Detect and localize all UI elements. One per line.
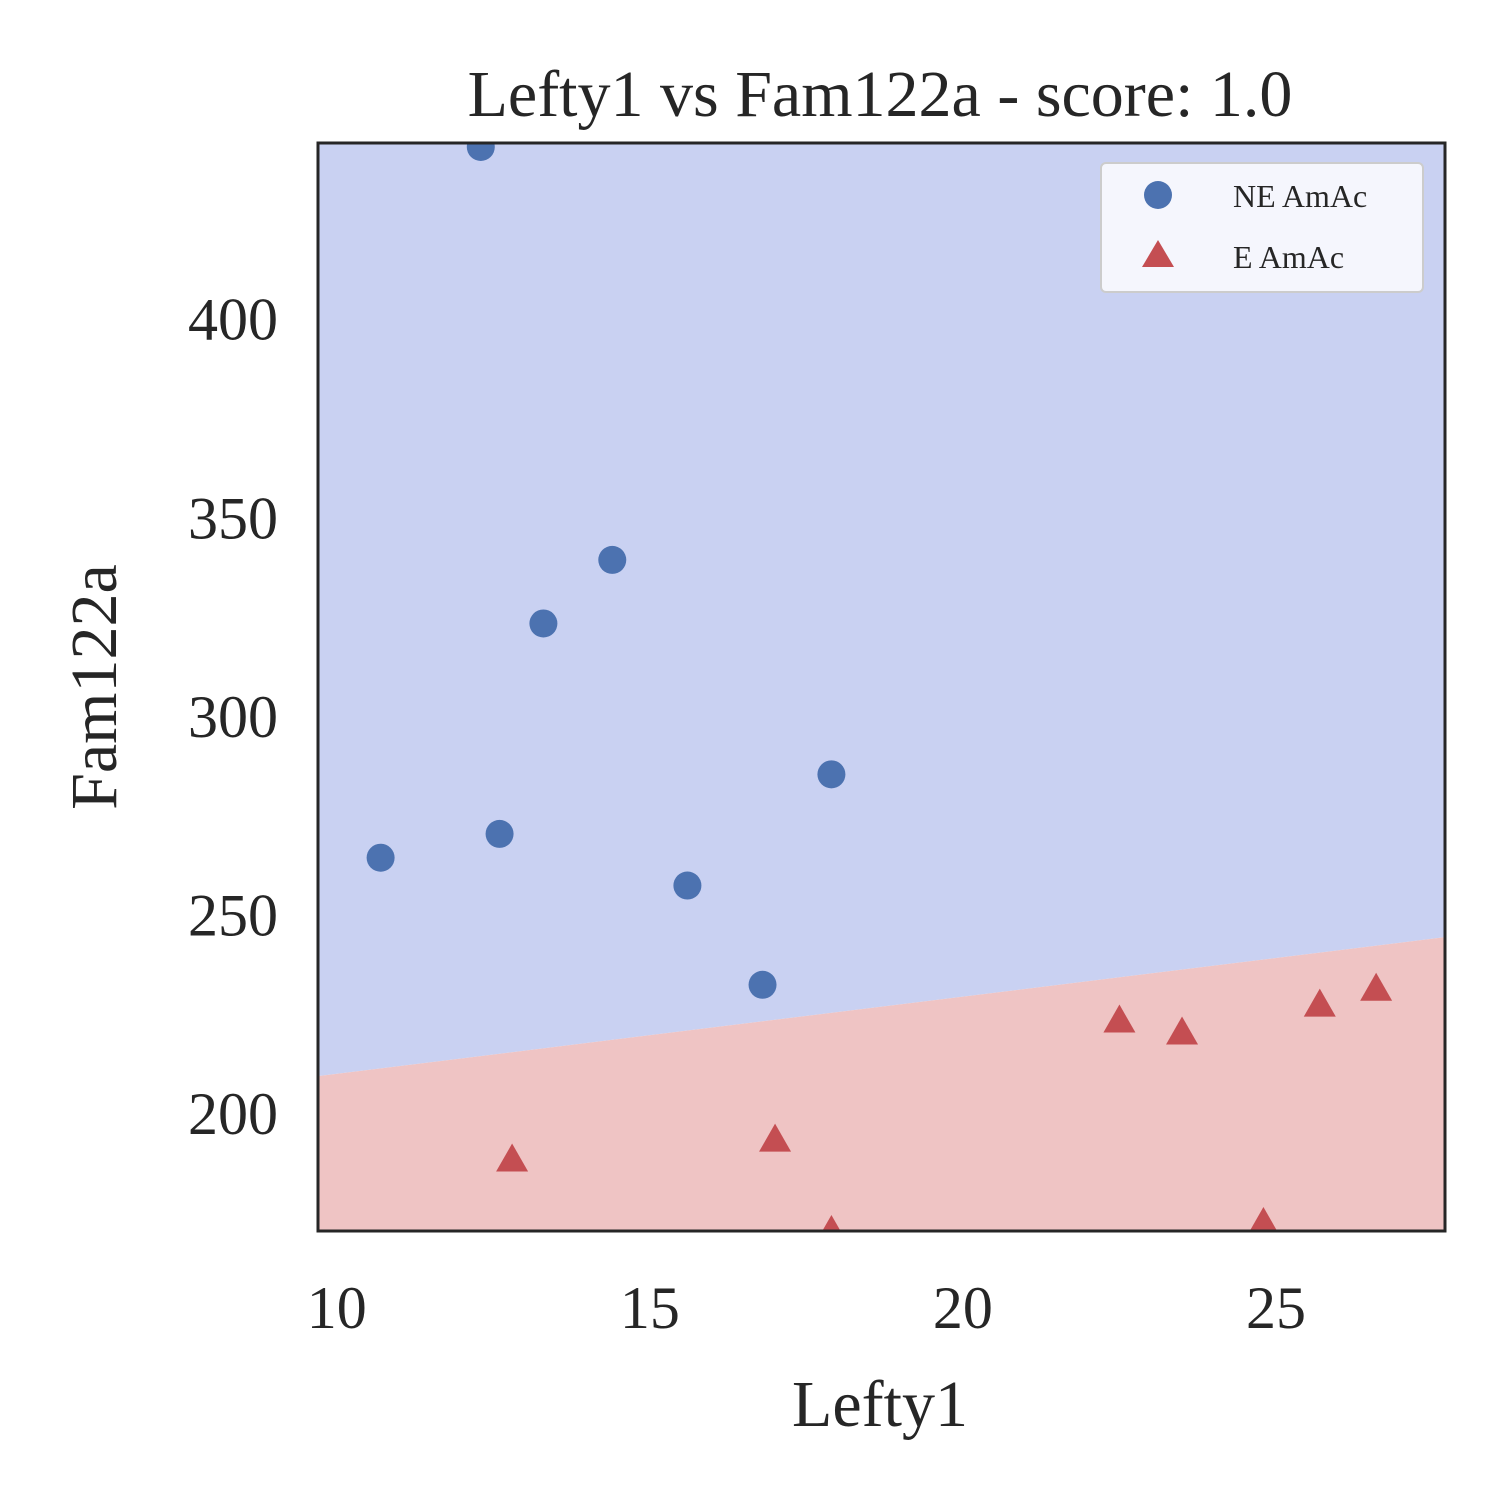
legend-box: [1100, 162, 1424, 293]
region-ne-amac: [318, 143, 1445, 1077]
point-e-amac: [1303, 988, 1336, 1017]
point-e-amac: [496, 1143, 529, 1172]
x-tick-label: 20: [933, 1275, 993, 1341]
x-tick-label: 15: [620, 1275, 680, 1341]
x-tick-label: 25: [1246, 1275, 1306, 1341]
point-e-amac: [1103, 1004, 1136, 1033]
point-e-amac: [1166, 1016, 1199, 1045]
point-ne-amac: [673, 871, 702, 900]
y-tick-label: 250: [188, 882, 278, 948]
plot-frame: [316, 141, 1447, 1233]
point-ne-amac: [529, 609, 558, 638]
y-tick-label: 400: [188, 287, 278, 353]
point-e-amac: [1360, 972, 1393, 1001]
data-points: [366, 143, 1393, 1231]
x-tick-label: 10: [307, 1275, 367, 1341]
point-ne-amac: [598, 545, 627, 574]
point-ne-amac: [466, 143, 495, 161]
y-tick-label: 300: [188, 684, 278, 750]
decision-regions: [318, 143, 1445, 1231]
chart-title: Lefty1 vs Fam122a - score: 1.0: [468, 58, 1293, 131]
legend-label-ne-amac: NE AmAc: [1233, 178, 1367, 214]
region-e-amac: [318, 937, 1445, 1231]
legend-label-e-amac: E AmAc: [1233, 239, 1344, 275]
point-ne-amac: [817, 760, 846, 789]
point-ne-amac: [485, 819, 514, 848]
y-tick-label: 200: [188, 1081, 278, 1147]
point-e-amac: [1249, 1207, 1278, 1231]
x-axis-label: Lefty1: [792, 1368, 968, 1441]
point-e-amac: [759, 1123, 792, 1152]
y-axis-ticks: 200 250 300 350 400: [188, 287, 278, 1147]
legend-marker-e-amac: [1142, 240, 1174, 267]
y-tick-label: 350: [188, 485, 278, 551]
x-axis-ticks: 10 15 20 25: [307, 1275, 1306, 1341]
legend-marker-ne-amac: [1144, 181, 1172, 209]
y-axis-label: Fam122a: [58, 564, 131, 810]
point-ne-amac: [366, 843, 395, 872]
legend: NE AmAc E AmAc: [1100, 162, 1424, 293]
point-e-amac: [822, 1215, 841, 1231]
point-ne-amac: [748, 970, 777, 999]
